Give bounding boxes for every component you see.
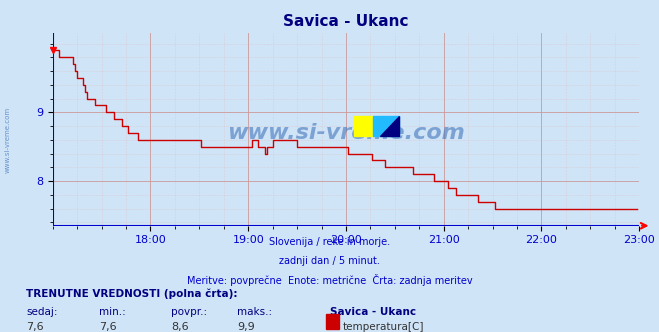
Text: Savica - Ukanc: Savica - Ukanc xyxy=(330,307,416,317)
Bar xyxy=(354,116,373,136)
Text: povpr.:: povpr.: xyxy=(171,307,208,317)
Text: Meritve: povprečne  Enote: metrične  Črta: zadnja meritev: Meritve: povprečne Enote: metrične Črta:… xyxy=(186,274,473,286)
Text: www.si-vreme.com: www.si-vreme.com xyxy=(227,123,465,143)
Text: www.si-vreme.com: www.si-vreme.com xyxy=(5,106,11,173)
Text: min.:: min.: xyxy=(99,307,126,317)
Text: 7,6: 7,6 xyxy=(99,322,117,332)
Text: zadnji dan / 5 minut.: zadnji dan / 5 minut. xyxy=(279,256,380,266)
Text: temperatura[C]: temperatura[C] xyxy=(343,322,424,332)
Text: 7,6: 7,6 xyxy=(26,322,44,332)
Bar xyxy=(373,116,399,136)
Text: 8,6: 8,6 xyxy=(171,322,189,332)
Text: maks.:: maks.: xyxy=(237,307,272,317)
Polygon shape xyxy=(380,116,399,136)
Text: 9,9: 9,9 xyxy=(237,322,255,332)
Text: Slovenija / reke in morje.: Slovenija / reke in morje. xyxy=(269,237,390,247)
Title: Savica - Ukanc: Savica - Ukanc xyxy=(283,14,409,29)
Text: sedaj:: sedaj: xyxy=(26,307,58,317)
Text: TRENUTNE VREDNOSTI (polna črta):: TRENUTNE VREDNOSTI (polna črta): xyxy=(26,289,238,299)
